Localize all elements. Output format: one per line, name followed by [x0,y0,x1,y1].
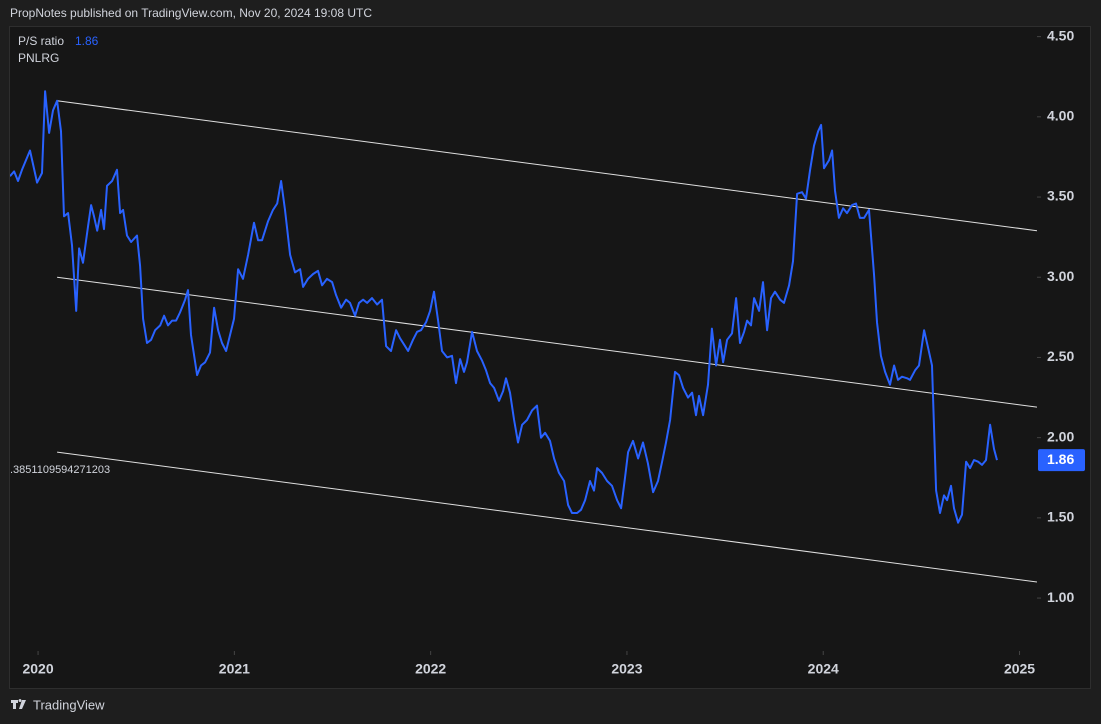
y-tick-label: 4.00 [1047,108,1074,124]
y-tick-label: 3.50 [1047,188,1074,204]
x-tick-label: 2023 [611,661,642,677]
brand-logo [11,699,26,709]
x-tick-label: 2020 [22,661,53,677]
last-value-label: 1.86 [1047,451,1074,467]
y-tick-label: 4.50 [1047,27,1074,43]
y-tick-label: 2.00 [1047,428,1074,444]
y-tick-label: 1.50 [1047,509,1074,525]
annotation: .3851109594271203 [10,464,110,476]
legend-value: 1.86 [75,34,99,48]
y-tick-label: 1.00 [1047,589,1074,605]
y-tick-label: 2.50 [1047,348,1074,364]
x-tick-label: 2021 [219,661,250,677]
chart-panel [9,26,1091,689]
legend-title: P/S ratio [18,34,64,48]
plot: .3851109594271203 [10,90,1037,583]
series-line [10,90,998,524]
x-tick-label: 2025 [1004,661,1035,677]
header: PropNotes published on TradingView.com, … [10,6,372,20]
x-tick-label: 2022 [415,661,446,677]
x-axis: 2020 2021 2022 2023 2024 2025 [22,651,1035,677]
last-value-tag [1038,449,1085,472]
x-tick-label: 2024 [808,661,839,677]
channel-line [57,100,1037,232]
channel-line [57,276,1037,408]
symbol: PNLRG [18,51,59,65]
brand: TradingView [33,697,105,712]
y-tick-label: 3.00 [1047,268,1074,284]
channel-line [57,451,1037,583]
